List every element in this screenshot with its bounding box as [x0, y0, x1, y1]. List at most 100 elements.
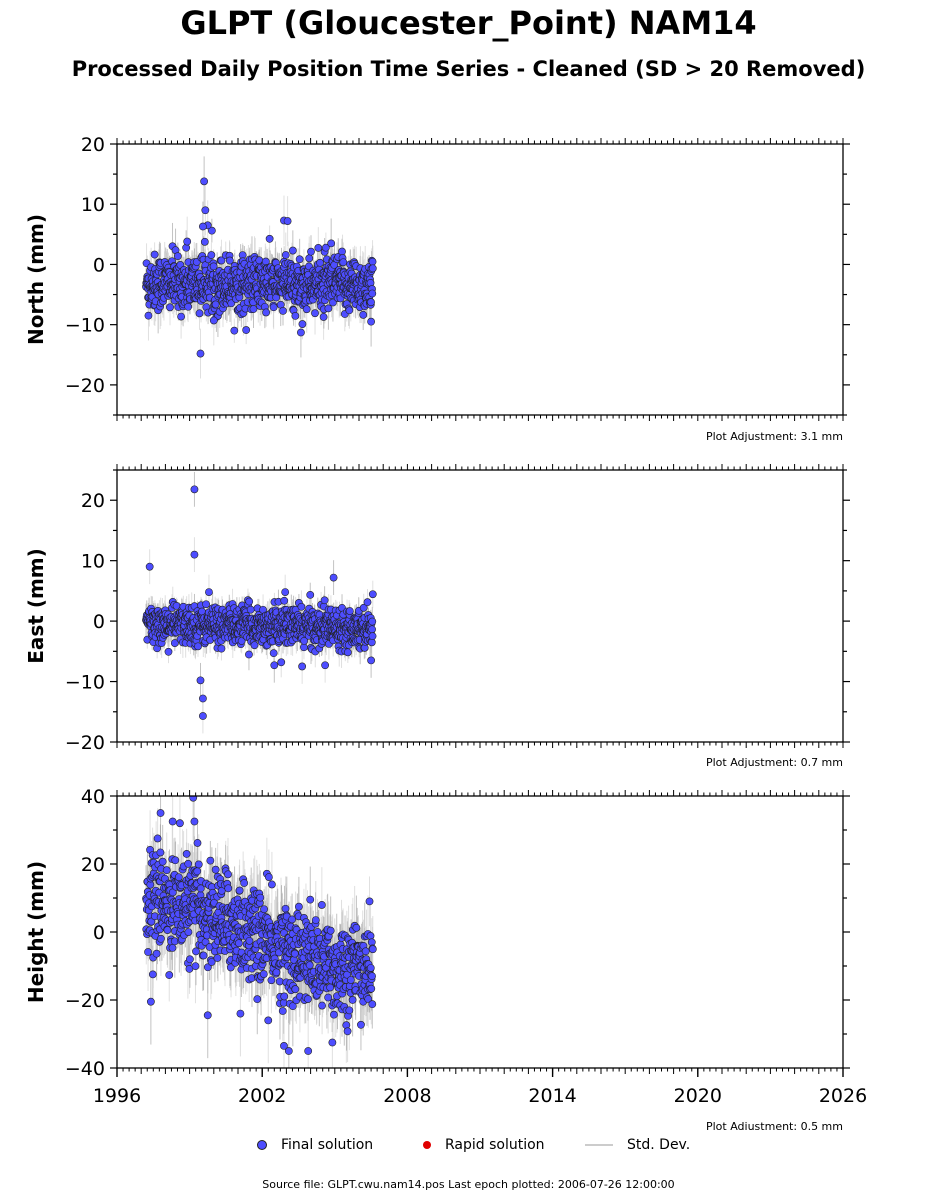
- data-point: [166, 303, 174, 312]
- data-point: [195, 309, 204, 318]
- data-point: [321, 243, 330, 252]
- data-point: [230, 326, 239, 335]
- data-point: [281, 588, 290, 596]
- data-point: [367, 298, 375, 307]
- panel-east: 20 10 0 −10 −20 East (mm) Plot Adjustment: 0.7…: [24, 464, 850, 769]
- data-point: [269, 649, 278, 658]
- data-point: [297, 602, 306, 611]
- data-point: [242, 326, 251, 334]
- data-point: [368, 617, 377, 626]
- data-point: [305, 254, 314, 263]
- data-point: [307, 247, 315, 256]
- y-axis-label: East (mm): [24, 548, 48, 664]
- y-tick-label: 20: [81, 490, 105, 512]
- data-point: [314, 244, 323, 252]
- data-point: [367, 656, 375, 665]
- data-point: [321, 661, 330, 670]
- data-point: [277, 658, 286, 667]
- data-point: [281, 251, 290, 259]
- data-point: [368, 257, 377, 266]
- data-point: [298, 662, 307, 671]
- data-point: [270, 661, 279, 670]
- data-point: [359, 603, 368, 612]
- data-point: [245, 650, 253, 659]
- data-point: [298, 320, 307, 328]
- y-tick-label: 20: [81, 134, 105, 156]
- data-point: [283, 217, 292, 225]
- data-point: [200, 237, 209, 246]
- data-point: [196, 676, 205, 685]
- data-point: [368, 625, 376, 634]
- data-point: [200, 177, 209, 186]
- chart-subtitle: Processed Daily Position Time Series - C…: [71, 57, 866, 81]
- y-tick-label: −10: [65, 315, 105, 337]
- data-point: [320, 596, 329, 605]
- panel-north: 20 10 0 −10 −20 North (mm) Plot Adjustment: 3.…: [24, 134, 850, 443]
- data-point: [144, 311, 153, 320]
- data-point: [288, 246, 297, 255]
- data-point: [363, 598, 372, 607]
- data-point: [145, 562, 154, 571]
- data-point: [345, 306, 354, 315]
- data-point: [368, 289, 377, 298]
- data-point: [269, 303, 278, 312]
- data-north: [142, 156, 377, 379]
- data-point: [150, 250, 159, 259]
- y-tick-label: 10: [81, 194, 105, 216]
- y-tick-label: −20: [65, 732, 105, 754]
- data-point: [339, 258, 348, 267]
- y-tick-label: 10: [81, 551, 105, 573]
- data-point: [280, 596, 289, 605]
- data-point: [205, 588, 213, 596]
- y-tick-label: 0: [93, 611, 105, 633]
- data-point: [265, 234, 274, 243]
- data-point: [183, 237, 192, 246]
- panel-height: 1996 2002 2008 2014 2020 202640200−20−40Heigh…: [24, 786, 867, 1130]
- data-point: [245, 597, 254, 606]
- data-point: [164, 647, 173, 656]
- chart-title: GLPT (Gloucester_Point) NAM14: [180, 4, 757, 42]
- data-point: [211, 300, 220, 309]
- data-point: [250, 641, 259, 650]
- data-height: [142, 796, 377, 1068]
- data-point: [329, 573, 338, 582]
- data-point: [327, 239, 336, 248]
- y-tick-label: −20: [65, 375, 105, 397]
- data-point: [329, 298, 337, 307]
- data-point: [209, 316, 218, 325]
- y-tick-label: 0: [93, 254, 105, 276]
- data-point: [194, 642, 202, 651]
- data-point: [343, 648, 352, 657]
- data-point: [170, 639, 179, 647]
- data-point: [345, 607, 354, 615]
- data-point: [217, 256, 226, 265]
- data-point: [324, 304, 333, 313]
- data-point: [338, 247, 346, 256]
- data-point: [237, 637, 246, 645]
- data-point: [368, 590, 377, 599]
- data-point: [207, 226, 216, 235]
- data-point: [227, 299, 236, 308]
- data-point: [311, 309, 319, 318]
- data-point: [201, 206, 210, 215]
- data-point: [225, 256, 234, 265]
- data-point: [368, 632, 377, 641]
- data-point: [249, 305, 258, 313]
- data-point: [262, 308, 271, 317]
- data-point: [302, 305, 311, 314]
- plot-adjustment-label: Plot Adjustment: 3.1 mm: [706, 430, 843, 443]
- data-point: [199, 694, 207, 703]
- data-point: [199, 222, 207, 231]
- data-point: [297, 328, 305, 337]
- data-point: [300, 636, 309, 645]
- data-point: [367, 317, 375, 326]
- y-tick-label: −10: [65, 672, 105, 694]
- data-point: [190, 485, 199, 494]
- data-point: [217, 644, 226, 653]
- data-point: [202, 600, 210, 609]
- data-point: [291, 311, 300, 320]
- data-point: [177, 312, 185, 321]
- data-point: [173, 252, 182, 261]
- data-point: [306, 590, 315, 599]
- data-point: [209, 262, 218, 271]
